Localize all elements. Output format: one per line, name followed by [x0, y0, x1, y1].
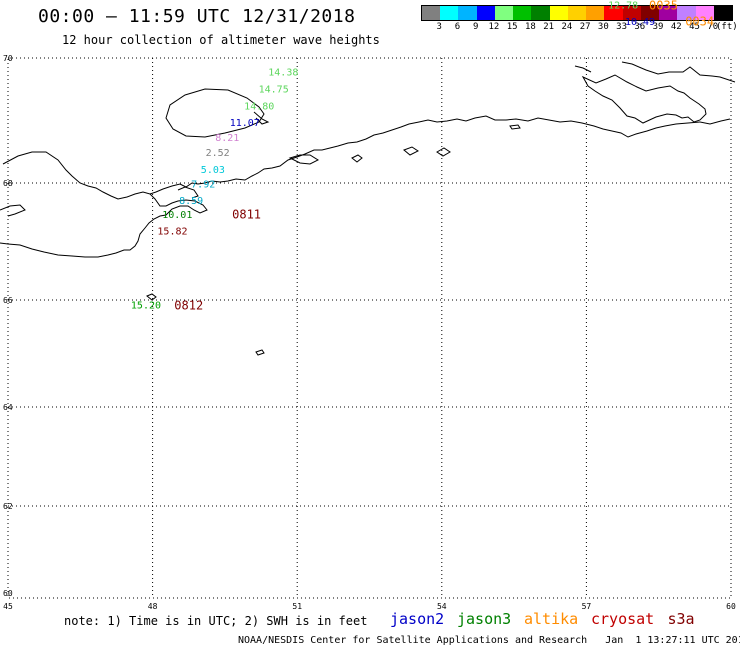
note-text: note: 1) Time is in UTC; 2) SWH is in fe…: [64, 614, 368, 628]
coastline-mainland: [2, 115, 701, 200]
legend-swatch: [622, 6, 641, 20]
satellite-label-altika: altika: [524, 610, 579, 628]
legend-label: 70: [707, 22, 719, 32]
legend-swatch: [458, 6, 477, 20]
legend-label: 42: [670, 22, 682, 32]
wave-height-value: 2.52: [206, 148, 230, 159]
legend-swatch: [494, 6, 514, 20]
legend-label: 30: [597, 22, 609, 32]
legend-label: 24: [561, 22, 573, 32]
legend-swatch: [440, 6, 459, 20]
legend-swatch: [531, 6, 550, 20]
lon-tick-label: 45: [3, 602, 13, 611]
legend-swatch: [513, 6, 532, 20]
legend-swatch: [586, 6, 605, 20]
lat-tick-label: 66: [3, 296, 13, 305]
wave-height-color-legend: [421, 5, 733, 21]
map-frame: [7, 57, 732, 599]
wave-height-value: 14.38: [268, 68, 298, 79]
legend-swatch: [422, 6, 441, 20]
legend-swatch: [659, 6, 678, 20]
satellite-label-cryosat: cryosat: [591, 610, 655, 628]
legend-swatch: [640, 6, 660, 20]
coastline-pechora: [288, 154, 320, 165]
legend-swatch: [476, 6, 495, 20]
legend-label: 45: [689, 22, 700, 32]
coastline-white-sea: [0, 204, 26, 217]
legend-swatch: [604, 6, 623, 20]
map-subtitle: 12 hour collection of altimeter wave hei…: [62, 33, 380, 47]
legend-swatch: [549, 6, 568, 20]
legend-label: 18: [524, 22, 536, 32]
wave-height-value: 11.07: [230, 118, 260, 129]
wave-height-value: 8.21: [215, 133, 239, 144]
lat-tick-label: 64: [3, 403, 13, 412]
legend-label: 6: [454, 22, 461, 32]
coastline-islet-a: [146, 293, 157, 301]
pass-time-label: 0035: [649, 0, 678, 12]
lon-tick-label: 48: [148, 602, 158, 611]
coastline-novaya-zemlya: [581, 74, 707, 124]
lon-tick-label: 54: [437, 602, 447, 611]
legend-swatch: [695, 6, 714, 20]
satellite-label-jason3: jason3: [457, 610, 512, 628]
credit-line: NOAA/NESDIS Center for Satellite Applica…: [238, 635, 740, 646]
coastline-islands: [351, 146, 451, 163]
coastline-novaya-zemlya-north: [621, 61, 736, 83]
wave-height-value: 14.80: [244, 101, 274, 112]
coastline: [0, 61, 736, 356]
lat-lon-grid: 45 48 51 54 57 60 70 68 66 64 62 60: [3, 54, 736, 611]
coastline-kanin: [0, 193, 208, 258]
lon-tick-label: 51: [292, 602, 302, 611]
wave-height-value: 8.59: [179, 196, 203, 207]
legend-label: 15: [506, 22, 518, 32]
coastline-islet-b: [255, 349, 265, 356]
coastline-vaygach: [699, 118, 731, 125]
legend-swatch: [713, 6, 732, 20]
satellite-label-jason2: jason2: [390, 610, 445, 628]
satellite-label-s3a: s3a: [667, 610, 695, 628]
legend-label: 3: [436, 22, 442, 32]
lat-tick-label: 70: [3, 54, 13, 63]
wave-height-value: 15.20: [131, 301, 161, 312]
legend-label: 39: [652, 22, 664, 32]
lon-tick-label: 60: [726, 602, 736, 611]
lon-tick-label: 57: [582, 602, 592, 611]
wave-height-value: 5.03: [201, 165, 225, 176]
legend-label: 33: [616, 22, 627, 32]
pass-time-label: 0812: [174, 299, 203, 313]
legend-swatch: [567, 6, 587, 20]
pass-time-label: 0034: [685, 15, 714, 29]
wave-height-value: 12.78: [608, 1, 638, 12]
legend-label: 12: [488, 22, 500, 32]
legend-label: 27: [579, 22, 591, 32]
coastline-islet-c: [509, 124, 521, 130]
lat-tick-label: 62: [3, 502, 13, 511]
coastline-kolguev-tail: [253, 111, 270, 125]
legend-label: 21: [543, 22, 555, 32]
legend-unit: (ft): [716, 22, 738, 32]
map-title: 00:00 – 11:59 UTC 12/31/2018: [38, 6, 356, 27]
legend-label: 36: [634, 22, 646, 32]
legend-label: 9: [472, 22, 479, 32]
wave-height-value: 10.01: [162, 210, 192, 221]
wave-height-value: 15.82: [157, 226, 187, 237]
wave-height-value: 7.92: [191, 180, 215, 191]
observation-labels: 14.38 14.75 14.80 11.07 8.21 2.52 5.03 7.92 8.59…: [131, 0, 714, 313]
wave-height-value: 10.49: [625, 17, 655, 28]
coastline-kolguev: [165, 88, 265, 138]
lat-tick-label: 68: [3, 179, 13, 188]
wave-height-value: 14.75: [259, 84, 289, 95]
lat-tick-label: 60: [3, 589, 13, 598]
legend-swatch: [677, 6, 696, 20]
coastline-island-ne: [574, 65, 592, 73]
coastline-kolguev-bay: [177, 186, 199, 199]
pass-time-label: 0811: [232, 208, 261, 222]
